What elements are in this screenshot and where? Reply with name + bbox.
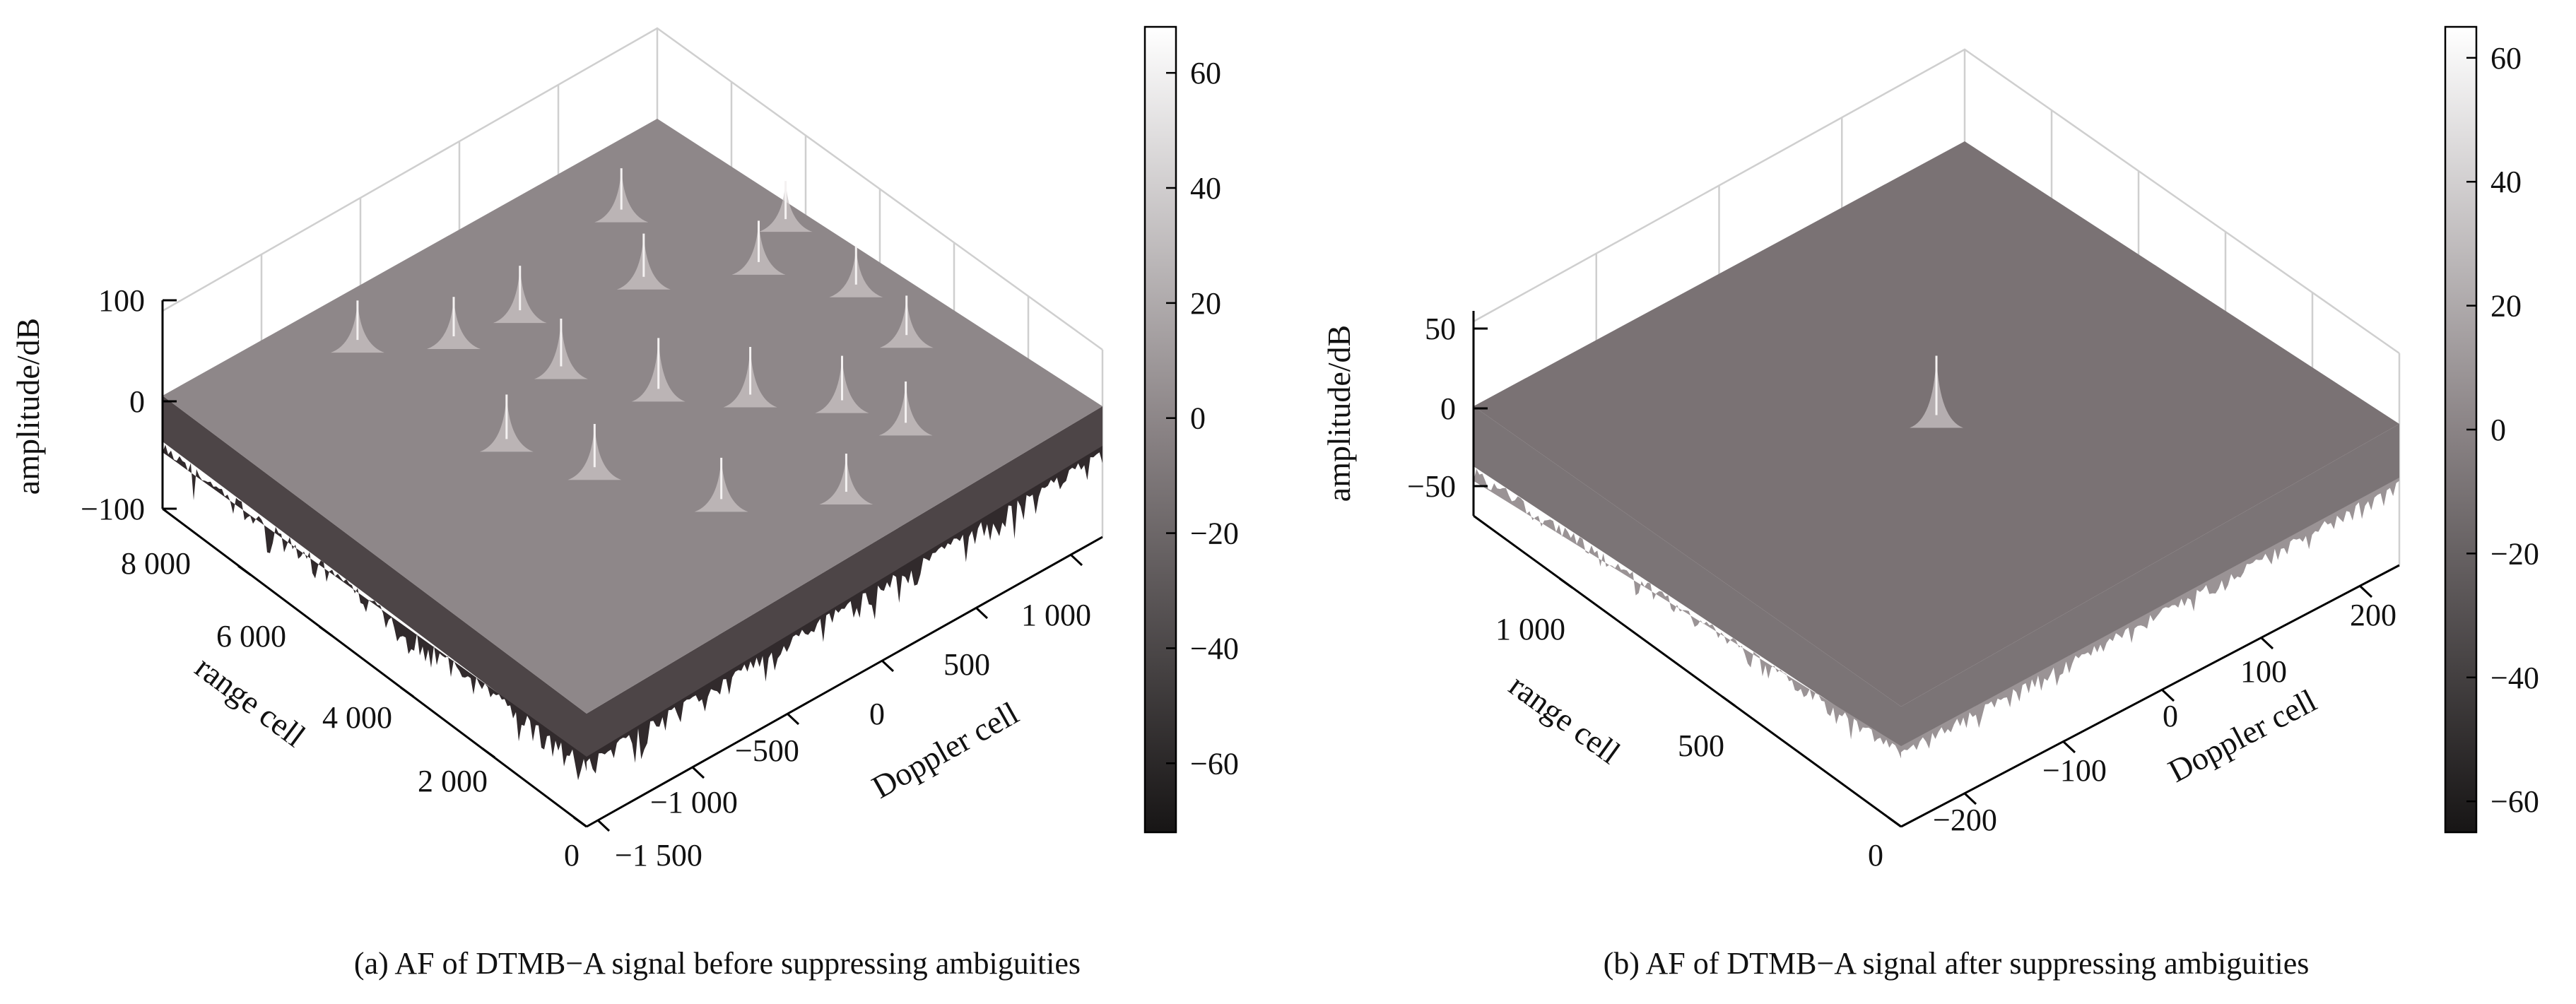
- ambiguity-peak: [694, 457, 748, 512]
- doppler-tick-label: 500: [943, 647, 990, 682]
- z-axis-b: 50 0 −50 amplitude/dB: [1321, 311, 1488, 516]
- ambiguity-peak: [758, 181, 813, 232]
- colorbar-tick-label: −20: [1190, 516, 1239, 551]
- doppler-tick-label: −1 000: [650, 785, 738, 820]
- range-tick-label: 0: [1868, 838, 1883, 873]
- colorbar-tick-label: 40: [2490, 165, 2522, 199]
- z-axis-label: amplitude/dB: [1321, 325, 1357, 502]
- surface-front-face: [163, 396, 1102, 760]
- ambiguity-peak: [829, 246, 883, 297]
- ambiguity-peak: [631, 338, 686, 402]
- range-tick-label: 6 000: [216, 619, 286, 654]
- colorbar-b: 60 40 20 0 −20 −40 −60: [2444, 25, 2539, 834]
- ambiguity-peak: [493, 266, 547, 324]
- ambiguity-peak: [815, 355, 869, 413]
- range-tick-label: 500: [1678, 728, 1724, 763]
- range-axis-line: [1473, 514, 1902, 828]
- doppler-tick-label: 200: [2350, 598, 2396, 632]
- colorbar-tick-label: 0: [2490, 413, 2506, 447]
- doppler-tick-label: 0: [869, 697, 885, 731]
- colorbar-tick-label: −20: [2490, 536, 2539, 571]
- doppler-axis-line: [1900, 564, 2400, 828]
- ambiguity-peak: [567, 424, 622, 480]
- range-axis-label: range cell: [1502, 667, 1627, 771]
- caption-a: (a) AF of DTMB−A signal before suppressi…: [354, 946, 1081, 981]
- doppler-tick-label: 0: [2163, 699, 2178, 733]
- colorbar-tick-label: 20: [1190, 286, 1221, 321]
- colorbar-tick-label: 40: [1190, 171, 1221, 206]
- range-tick-label: 4 000: [322, 700, 392, 735]
- z-tick-label: −50: [1407, 469, 1456, 504]
- colorbar-tick-label: −40: [2490, 661, 2539, 695]
- surface-a: [163, 119, 1102, 781]
- colorbar-tick-label: 60: [2490, 41, 2522, 76]
- z-tick-label: 0: [1440, 391, 1456, 426]
- ambiguity-peak: [479, 394, 534, 452]
- ambiguity-peak: [819, 454, 874, 505]
- doppler-tick-label: −1 500: [615, 838, 702, 873]
- ambiguity-peak: [879, 295, 934, 348]
- ambiguity-peak: [1910, 355, 1963, 428]
- colorbar-tick-label: 20: [2490, 289, 2522, 324]
- ambiguity-peak: [731, 220, 786, 275]
- ambiguity-peak: [594, 168, 649, 223]
- caption-b: (b) AF of DTMB−A signal after suppressin…: [1604, 946, 2310, 981]
- ambiguity-peak: [878, 381, 933, 436]
- surface-b: [1474, 141, 2399, 759]
- doppler-tick-label: −500: [735, 733, 799, 768]
- doppler-tick-label: 1 000: [1021, 598, 1091, 632]
- ambiguity-peak: [427, 297, 481, 349]
- surface-top-face: [163, 119, 1102, 714]
- doppler-axis-line: [586, 536, 1103, 828]
- ambiguity-peak: [616, 233, 671, 290]
- range-axis-line: [162, 507, 587, 828]
- colorbar-ticks: 60 40 20 0 −20 −40 −60: [1166, 56, 1239, 781]
- doppler-tick-label: −100: [2042, 753, 2107, 788]
- colorbar-gradient: [1143, 25, 1177, 834]
- z-axis-label: amplitude/dB: [10, 318, 46, 495]
- range-axis-label: range cell: [189, 649, 312, 754]
- ambiguity-peak: [330, 300, 384, 353]
- panel-b: 50 0 −50 amplitude/dB 0 500 1 000 range …: [1321, 25, 2539, 981]
- range-tick-label: 2 000: [418, 764, 488, 798]
- colorbar-tick-label: 60: [1190, 56, 1221, 90]
- range-tick-label: 0: [564, 838, 580, 873]
- ambiguity-peak: [534, 318, 588, 379]
- z-tick-label: −100: [81, 492, 145, 526]
- doppler-tick-label: 100: [2240, 654, 2287, 689]
- z-tick-label: 50: [1425, 312, 1456, 346]
- z-tick-label: 100: [98, 283, 145, 318]
- ambiguity-peaks: [1910, 355, 1963, 428]
- z-axis-a: 100 0 −100 amplitude/dB: [10, 283, 177, 526]
- colorbar-tick-label: −60: [1190, 746, 1239, 781]
- colorbar-tick-label: −40: [1190, 631, 1239, 666]
- doppler-axis-label: Doppler cell: [2163, 683, 2322, 789]
- colorbar-ticks: 60 40 20 0 −20 −40 −60: [2466, 41, 2539, 819]
- z-tick-label: 0: [129, 384, 145, 419]
- ambiguity-peaks: [330, 168, 934, 512]
- doppler-tick-label: −200: [1933, 803, 1997, 837]
- doppler-axis-label: Doppler cell: [866, 695, 1024, 805]
- colorbar-tick-label: 0: [1190, 401, 1206, 436]
- panel-a: 100 0 −100 amplitude/dB 0 2 000 4 000 6 …: [10, 25, 1239, 981]
- ambiguity-peak: [723, 346, 777, 408]
- range-tick-label: 8 000: [121, 546, 191, 581]
- colorbar-a: 60 40 20 0 −20 −40 −60: [1143, 25, 1239, 834]
- range-tick-label: 1 000: [1495, 612, 1565, 646]
- colorbar-tick-label: −60: [2490, 784, 2539, 819]
